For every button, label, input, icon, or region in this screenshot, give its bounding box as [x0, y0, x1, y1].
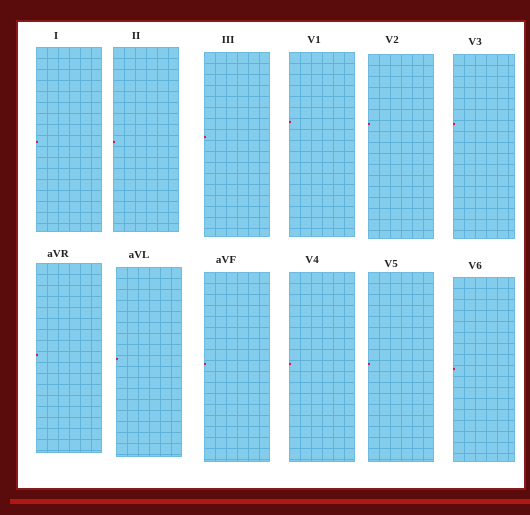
ecg-trace-svg	[116, 357, 118, 361]
ecg-trace-svg	[204, 135, 206, 139]
lead-strip-iii	[204, 52, 270, 237]
ecg-trace-svg	[368, 362, 370, 366]
lead-strip-v6	[453, 277, 515, 462]
ecg-trace-svg	[368, 122, 370, 126]
ecg-trace-svg	[204, 362, 206, 366]
lead-strip-v3	[453, 54, 515, 239]
lead-strip-v1	[289, 52, 355, 237]
frame-bottom-line	[10, 499, 530, 504]
lead-label-iii: III	[221, 34, 235, 46]
lead-label-i: I	[53, 30, 59, 42]
lead-strip-avr	[36, 263, 102, 453]
lead-label-v4: V4	[305, 254, 319, 266]
ecg-trace-svg	[113, 140, 115, 144]
ecg-trace-svg	[453, 122, 455, 126]
ecg-trace-svg	[453, 367, 455, 371]
ecg-trace-svg	[36, 140, 38, 144]
lead-label-v1: V1	[307, 34, 321, 46]
lead-label-avl: aVL	[128, 249, 150, 261]
lead-label-v3: V3	[468, 36, 482, 48]
lead-strip-avf	[204, 272, 270, 462]
lead-label-v5: V5	[384, 258, 398, 270]
lead-strip-i	[36, 47, 102, 232]
lead-strip-avl	[116, 267, 182, 457]
ecg-trace-svg	[36, 353, 38, 357]
lead-label-avr: aVR	[47, 248, 69, 260]
ecg-trace-svg	[289, 362, 291, 366]
lead-strip-v2	[368, 54, 434, 239]
lead-label-avf: aVF	[215, 254, 237, 266]
lead-label-v2: V2	[385, 34, 399, 46]
lead-label-ii: II	[131, 30, 141, 42]
lead-strip-v4	[289, 272, 355, 462]
ecg-trace-svg	[289, 120, 291, 124]
lead-label-v6: V6	[468, 260, 482, 272]
lead-strip-ii	[113, 47, 179, 232]
lead-strip-v5	[368, 272, 434, 462]
